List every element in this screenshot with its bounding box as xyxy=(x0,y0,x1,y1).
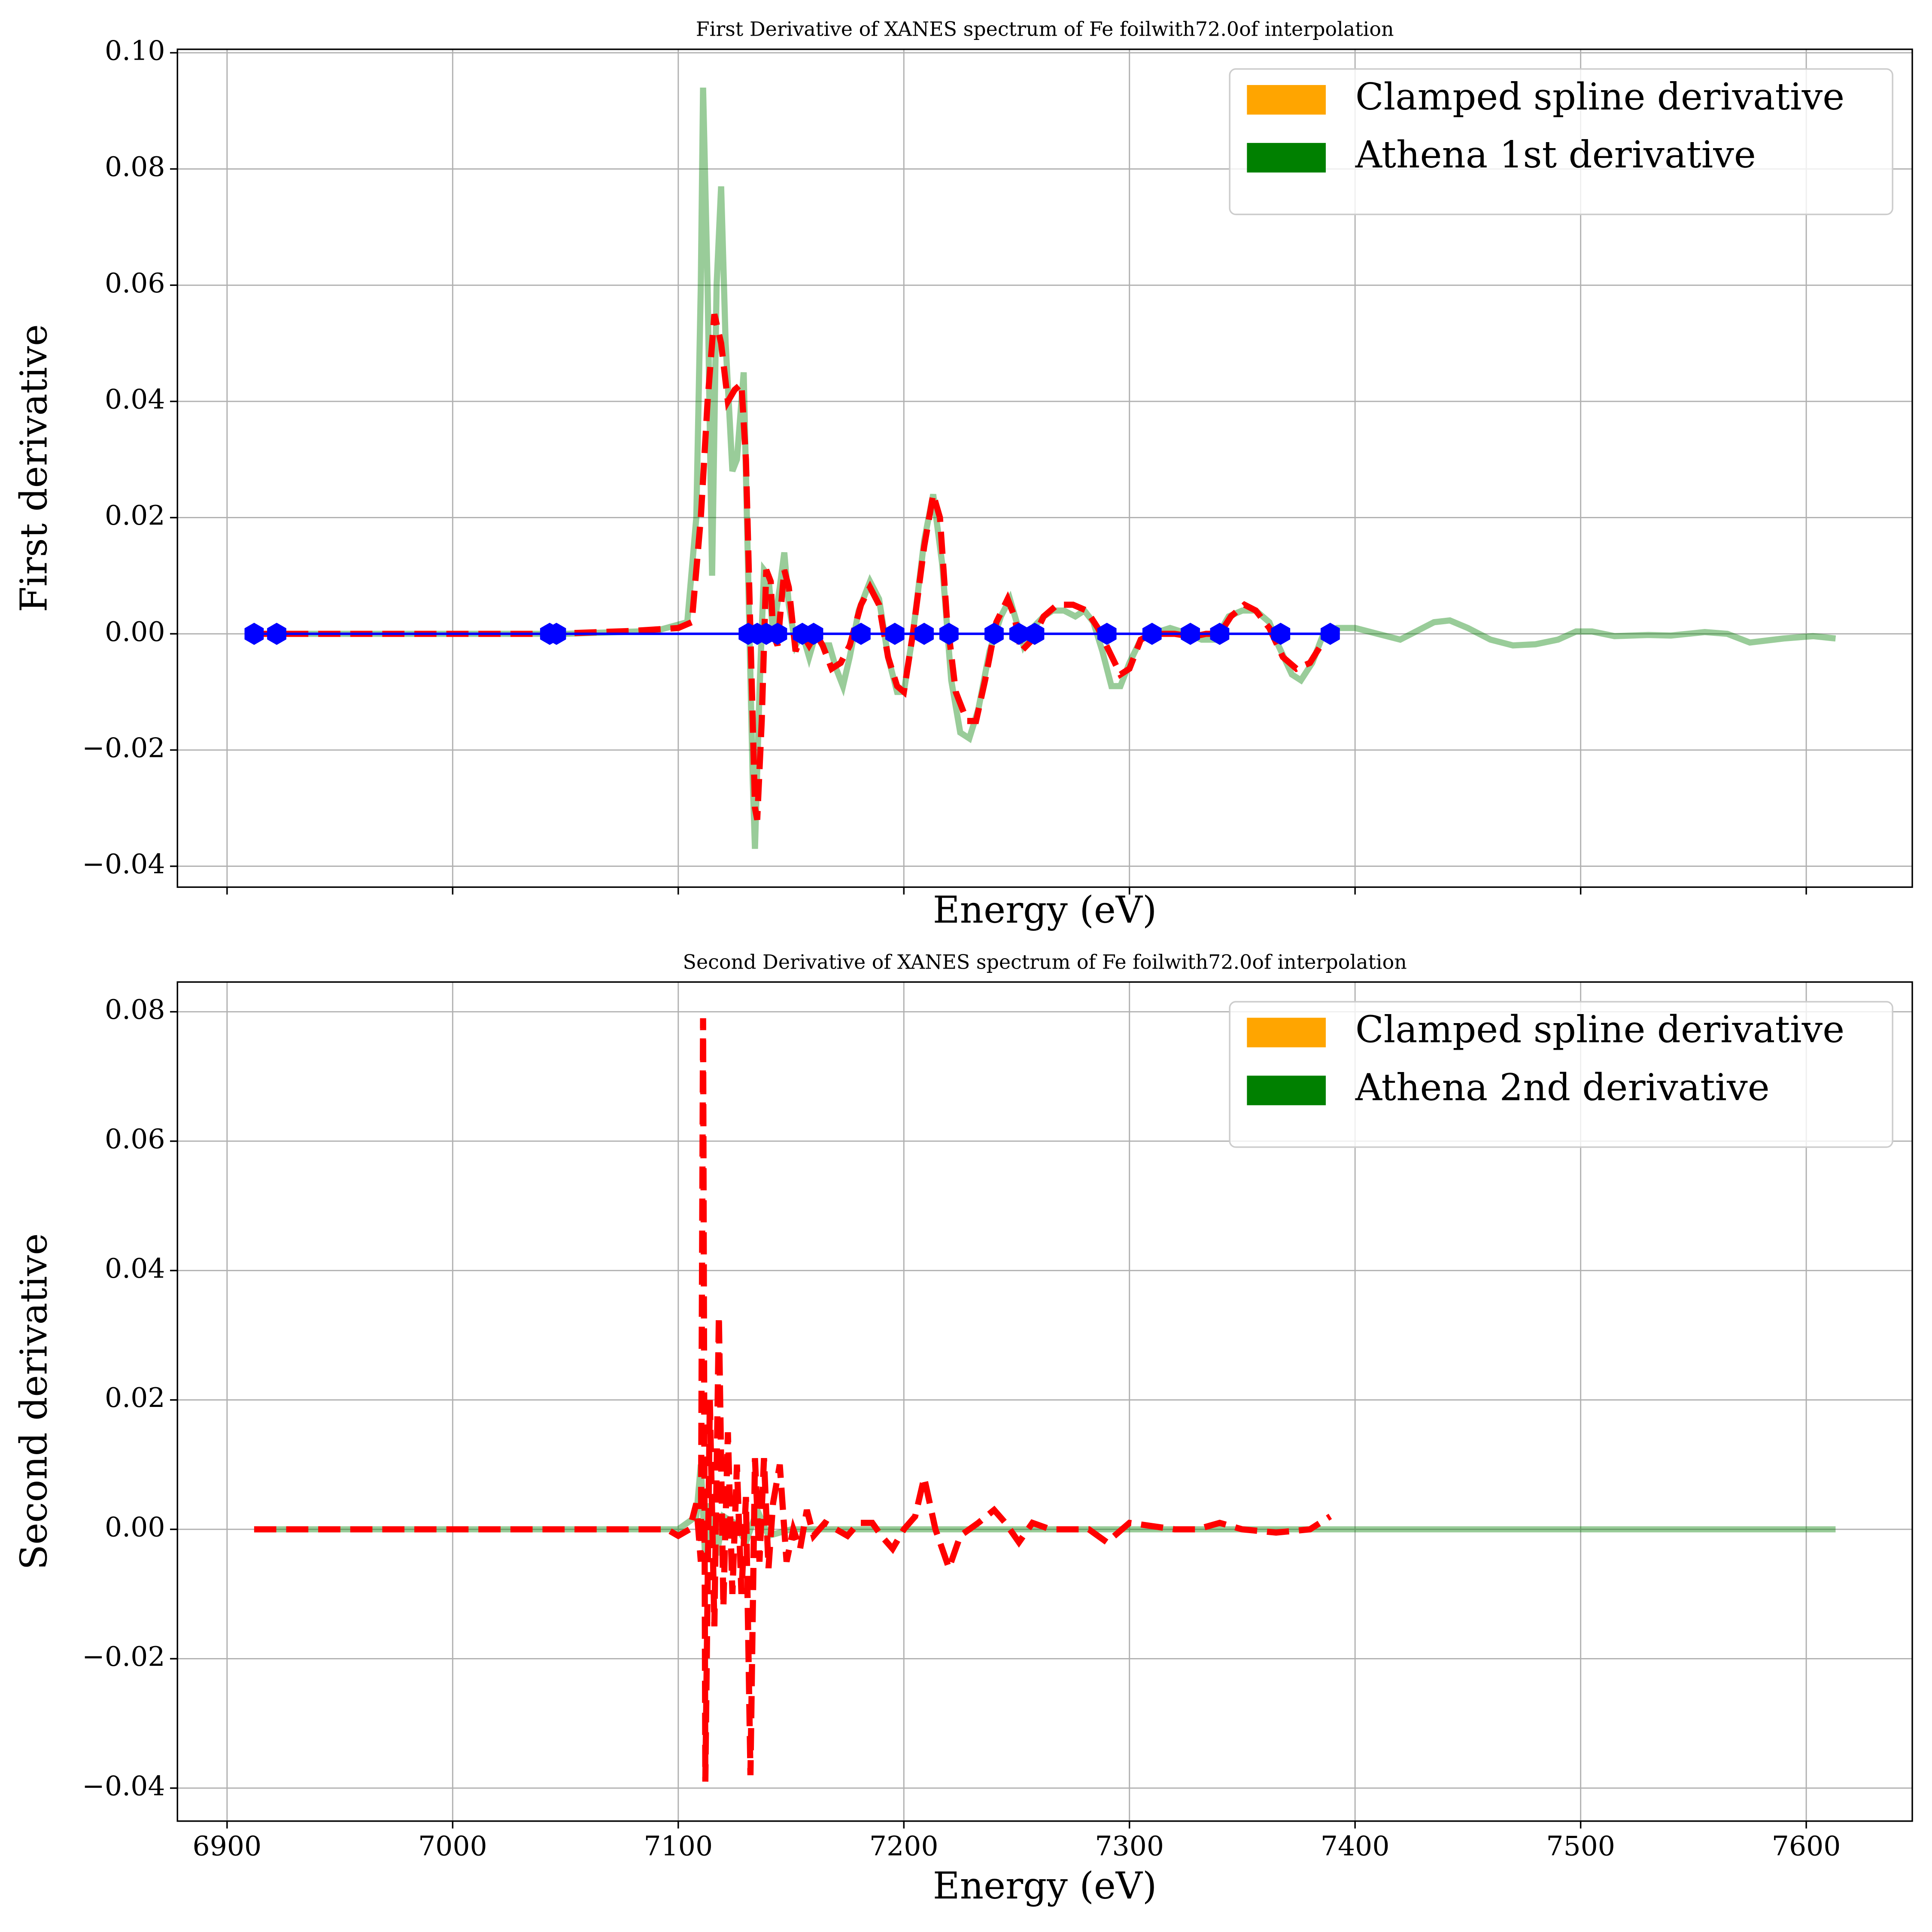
knot-marker xyxy=(768,623,787,645)
knot-marker xyxy=(914,623,934,645)
x-tick-label: 7500 xyxy=(1546,1830,1615,1862)
knot-marker xyxy=(1271,623,1291,645)
knot-marker xyxy=(885,623,905,645)
knot-marker xyxy=(547,623,566,645)
knot-marker xyxy=(1181,623,1200,645)
chart-title: First Derivative of XANES spectrum of Fe… xyxy=(696,18,1394,41)
y-tick-label: 0.06 xyxy=(105,267,165,299)
y-tick-label: 0.04 xyxy=(105,383,165,415)
y-tick-label: 0.10 xyxy=(105,34,165,66)
y-tick-label: −0.02 xyxy=(82,1640,165,1672)
knot-marker xyxy=(851,623,871,645)
y-axis-label: Second derivative xyxy=(13,1233,56,1570)
y-tick-label: 0.02 xyxy=(105,499,165,531)
x-tick-label: 7300 xyxy=(1095,1830,1164,1862)
knot-marker xyxy=(1025,623,1045,645)
y-tick-label: 0.06 xyxy=(105,1123,165,1154)
x-tick-label: 7400 xyxy=(1321,1830,1390,1862)
y-tick-label: −0.02 xyxy=(82,732,165,763)
x-tick-label: 7200 xyxy=(869,1830,939,1862)
legend-swatch xyxy=(1247,1075,1326,1106)
y-axis-label: First derivative xyxy=(13,324,56,612)
x-tick-label: 7600 xyxy=(1772,1830,1841,1862)
y-tick-label: 0.08 xyxy=(105,993,165,1025)
y-tick-label: −0.04 xyxy=(82,1770,165,1801)
knot-marker xyxy=(267,623,286,645)
legend-box xyxy=(1229,1001,1893,1148)
axes-frame xyxy=(176,981,1913,1822)
series-line xyxy=(254,1018,1332,1782)
y-tick-label: 0.08 xyxy=(105,151,165,182)
x-axis-label: Energy (eV) xyxy=(933,889,1157,932)
chart-title: Second Derivative of XANES spectrum of F… xyxy=(683,950,1407,973)
legend-label: Athena 1st derivative xyxy=(1355,134,1756,176)
legend-label: Clamped spline derivative xyxy=(1355,76,1844,118)
y-tick-label: 0.02 xyxy=(105,1382,165,1413)
legend-box xyxy=(1229,68,1893,216)
knot-marker xyxy=(804,623,823,645)
axes-frame xyxy=(176,49,1913,888)
x-axis-label: Energy (eV) xyxy=(933,1865,1157,1908)
knot-marker xyxy=(1210,623,1230,645)
x-tick-label: 6900 xyxy=(193,1830,262,1862)
y-tick-label: 0.04 xyxy=(105,1252,165,1284)
knot-marker xyxy=(1142,623,1162,645)
knot-marker xyxy=(1321,623,1340,645)
y-tick-label: 0.00 xyxy=(105,1511,165,1543)
x-tick-label: 7000 xyxy=(418,1830,487,1862)
x-tick-label: 7100 xyxy=(644,1830,713,1862)
knot-marker xyxy=(939,623,959,645)
knot-marker xyxy=(1009,623,1029,645)
legend-swatch xyxy=(1247,85,1326,115)
knot-marker xyxy=(984,623,1004,645)
legend-swatch xyxy=(1247,1018,1326,1048)
legend-swatch xyxy=(1247,143,1326,173)
legend-label: Athena 2nd derivative xyxy=(1355,1066,1770,1109)
knot-marker xyxy=(1097,623,1117,645)
y-tick-label: −0.04 xyxy=(82,848,165,880)
knot-marker xyxy=(244,623,264,645)
legend-label: Clamped spline derivative xyxy=(1355,1008,1844,1051)
y-tick-label: 0.00 xyxy=(105,616,165,647)
